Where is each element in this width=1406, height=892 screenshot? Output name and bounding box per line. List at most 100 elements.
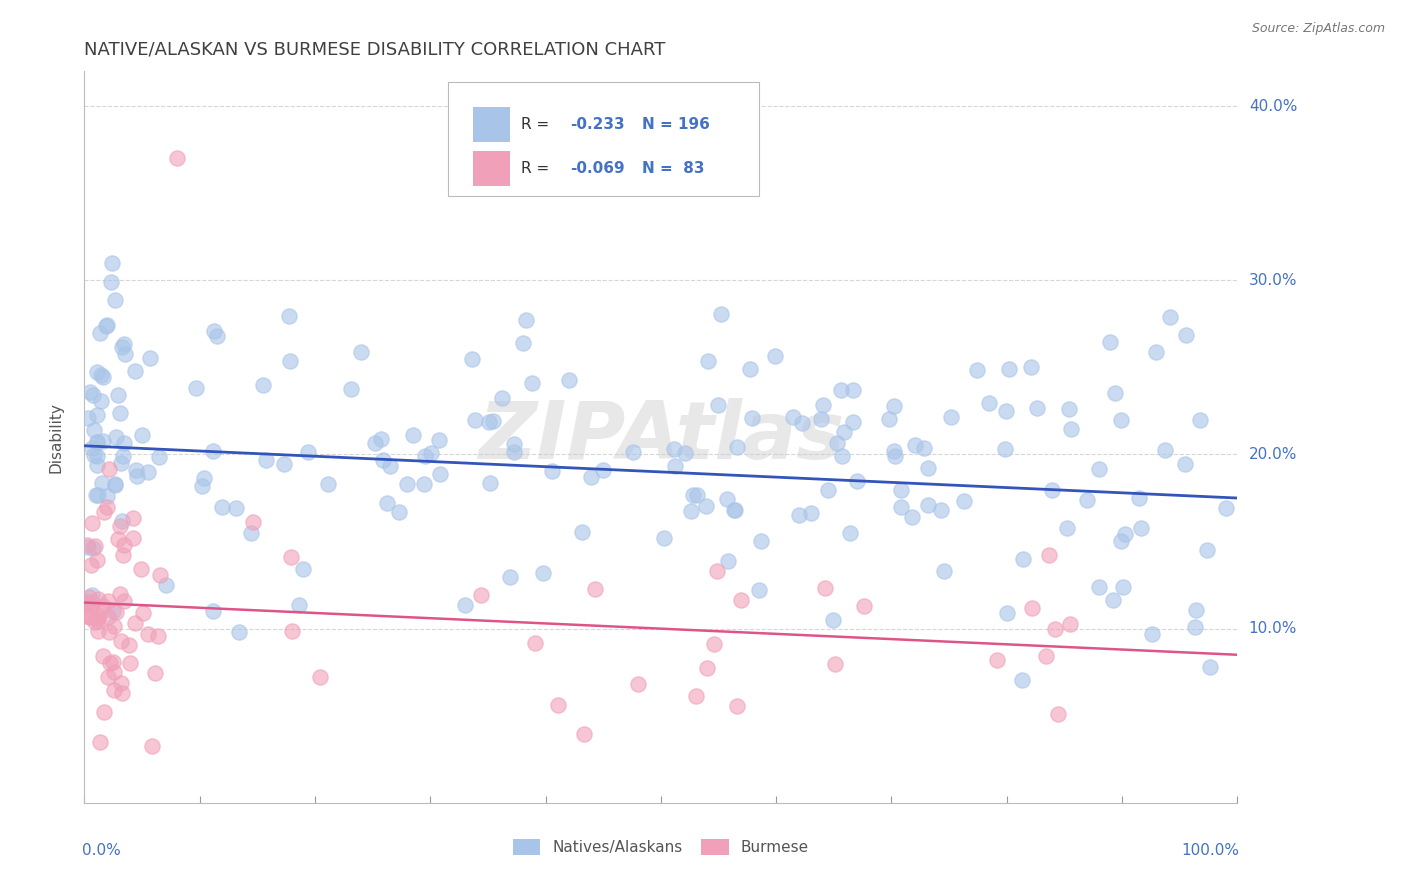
Point — [91, 370, 114, 384]
Point — [623, 444, 645, 458]
Text: ZIPAtlas: ZIPAtlas — [478, 398, 844, 476]
Point — [890, 500, 912, 515]
Point — [800, 506, 823, 520]
Point — [627, 677, 650, 691]
FancyBboxPatch shape — [447, 82, 759, 195]
Point — [288, 599, 311, 613]
Point — [481, 414, 503, 428]
Point — [193, 471, 215, 485]
Text: 30.0%: 30.0% — [1249, 273, 1298, 288]
Point — [547, 698, 569, 713]
Point — [1114, 527, 1136, 541]
Point — [350, 345, 373, 359]
Point — [87, 608, 110, 623]
Point — [810, 411, 832, 425]
Point — [461, 351, 484, 366]
Point — [112, 594, 135, 608]
Point — [696, 354, 718, 368]
Point — [479, 475, 502, 490]
Point — [420, 445, 443, 459]
Point — [912, 441, 935, 455]
Point — [112, 449, 135, 463]
Point — [787, 508, 810, 523]
Point — [83, 448, 105, 462]
Point — [730, 593, 752, 607]
Point — [124, 615, 146, 630]
Point — [1040, 483, 1063, 497]
Point — [763, 349, 786, 363]
Point — [512, 335, 534, 350]
Point — [846, 475, 869, 489]
Point — [429, 467, 451, 482]
Point — [520, 376, 543, 390]
Point — [129, 562, 152, 576]
Point — [738, 362, 761, 376]
Point — [98, 462, 121, 476]
Point — [883, 443, 905, 458]
Point — [100, 256, 122, 270]
Point — [86, 450, 108, 464]
Point — [98, 656, 121, 670]
Point — [412, 477, 434, 491]
Point — [86, 434, 108, 449]
Point — [97, 670, 120, 684]
Text: -0.069: -0.069 — [569, 161, 624, 176]
Point — [413, 449, 436, 463]
Point — [80, 516, 103, 530]
Point — [652, 531, 675, 545]
Point — [111, 514, 134, 528]
Point — [118, 656, 141, 670]
Point — [110, 456, 132, 470]
Point — [1087, 581, 1109, 595]
FancyBboxPatch shape — [472, 151, 510, 186]
Point — [91, 599, 114, 614]
Point — [934, 564, 956, 578]
Point — [76, 539, 98, 553]
Point — [842, 415, 865, 429]
Point — [110, 406, 132, 420]
Point — [378, 458, 401, 473]
Point — [502, 436, 524, 450]
Point — [107, 532, 129, 546]
Point — [1195, 543, 1218, 558]
Point — [80, 588, 103, 602]
Point — [817, 483, 839, 498]
Point — [1057, 402, 1080, 417]
Point — [540, 464, 562, 478]
Point — [1184, 619, 1206, 633]
Point — [890, 483, 912, 497]
Point — [709, 307, 731, 321]
Point — [121, 510, 143, 524]
Point — [202, 604, 225, 618]
Point — [952, 493, 974, 508]
Point — [101, 655, 124, 669]
Point — [929, 502, 952, 516]
Point — [901, 510, 924, 524]
Point — [316, 476, 339, 491]
Point — [122, 531, 145, 545]
Point — [503, 445, 526, 459]
Point — [679, 504, 702, 518]
Point — [579, 470, 602, 484]
Point — [77, 541, 100, 555]
Point — [155, 578, 177, 592]
Point — [97, 625, 120, 640]
Point — [103, 665, 125, 679]
Point — [821, 613, 844, 627]
Point — [375, 496, 398, 510]
Point — [998, 362, 1021, 376]
Point — [136, 627, 159, 641]
Text: 20.0%: 20.0% — [1249, 447, 1298, 462]
Point — [340, 382, 363, 396]
Point — [90, 476, 112, 491]
Point — [707, 398, 730, 412]
Point — [686, 488, 709, 502]
Point — [80, 598, 103, 612]
Point — [148, 450, 170, 465]
Point — [83, 539, 105, 553]
Point — [79, 609, 101, 624]
Point — [1045, 623, 1067, 637]
Point — [814, 581, 837, 595]
Point — [831, 449, 853, 463]
Point — [86, 614, 108, 628]
